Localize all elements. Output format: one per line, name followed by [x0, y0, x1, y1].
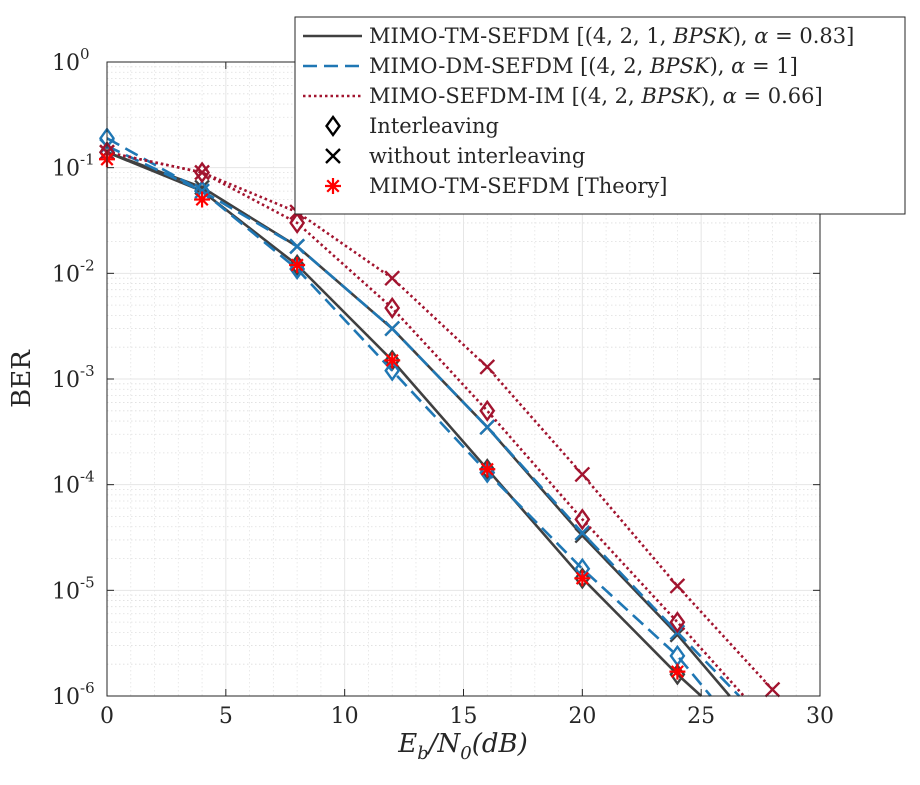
y-axis-label: BER: [7, 349, 37, 408]
x-tick-label: 10: [331, 704, 359, 729]
y-tick-label: 10-6: [52, 679, 95, 710]
legend-marker-sample: [325, 114, 341, 138]
data-point: [289, 211, 306, 234]
y-tick-label: 10-4: [52, 468, 95, 499]
legend-entry: MIMO-DM-SEFDM [(4, 2, BPSK), α = 1]: [303, 54, 798, 78]
data-point: [384, 320, 401, 337]
x-tick-label: 25: [687, 704, 715, 729]
x-tick-label: 20: [568, 704, 596, 729]
data-point: [479, 359, 496, 375]
series-group: [99, 127, 781, 698]
data-point: [289, 238, 305, 255]
data-point: [479, 461, 496, 478]
data-point: [384, 270, 401, 287]
legend-box: [294, 16, 906, 215]
data-point: [669, 578, 686, 594]
legend-marker-sample: [325, 178, 341, 194]
data-point: [574, 466, 591, 483]
legend-label: Interleaving: [369, 114, 499, 138]
data-point: [669, 663, 686, 680]
data-point: [479, 419, 496, 436]
data-point: [669, 611, 686, 634]
series-line: [106, 150, 745, 697]
data-point: [574, 570, 591, 587]
legend-entry: MIMO-SEFDM-IM [(4, 2, BPSK), α = 0.66]: [303, 84, 823, 108]
x-tick-label: 5: [219, 704, 233, 729]
legend-label: MIMO-SEFDM-IM [(4, 2, BPSK), α = 0.66]: [369, 84, 823, 108]
legend-label: MIMO-TM-SEFDM [(4, 2, 1, BPSK), α = 0.83…: [369, 24, 854, 48]
legend-entry: MIMO-TM-SEFDM [Theory]: [325, 174, 667, 198]
x-tick-label: 0: [100, 704, 114, 729]
x-tick-label: 15: [450, 704, 478, 729]
y-tick-label: 10-5: [52, 573, 95, 604]
legend-entry: MIMO-TM-SEFDM [(4, 2, 1, BPSK), α = 0.83…: [303, 24, 854, 48]
legend-marker-sample: [325, 148, 341, 164]
data-point: [384, 352, 401, 369]
data-point: [574, 508, 591, 531]
legend-entry: without interleaving: [325, 144, 585, 168]
data-point: [479, 399, 496, 422]
legend-label: without interleaving: [369, 144, 585, 168]
data-point: [574, 527, 591, 544]
data-point: [669, 626, 686, 643]
series-line: [106, 137, 712, 697]
series-line: [106, 144, 741, 697]
series-line: [106, 150, 774, 691]
y-tick-label: 10-2: [52, 256, 95, 287]
data-point: [764, 681, 781, 698]
y-tick-label: 100: [52, 45, 90, 76]
legend-label: MIMO-TM-SEFDM [Theory]: [369, 174, 667, 198]
data-point: [194, 191, 211, 208]
y-tick-label: 10-3: [52, 362, 95, 393]
legend: MIMO-TM-SEFDM [(4, 2, 1, BPSK), α = 0.83…: [294, 16, 906, 215]
axis-ticks: 0 5 10 15 20 25 30 100 10-1 10-2 10-3 10-4 10-5 10-6: [52, 45, 834, 729]
data-point: [384, 296, 401, 320]
y-tick-label: 10-1: [52, 151, 95, 182]
data-point: [289, 256, 306, 273]
data-point: [574, 524, 591, 541]
legend-label: MIMO-DM-SEFDM [(4, 2, BPSK), α = 1]: [369, 54, 798, 78]
legend-entry: Interleaving: [325, 114, 499, 138]
x-axis-label: Eb/N0(dB): [397, 729, 528, 764]
data-point: [194, 164, 210, 181]
x-tick-label: 30: [806, 704, 834, 729]
data-point: [384, 359, 401, 382]
